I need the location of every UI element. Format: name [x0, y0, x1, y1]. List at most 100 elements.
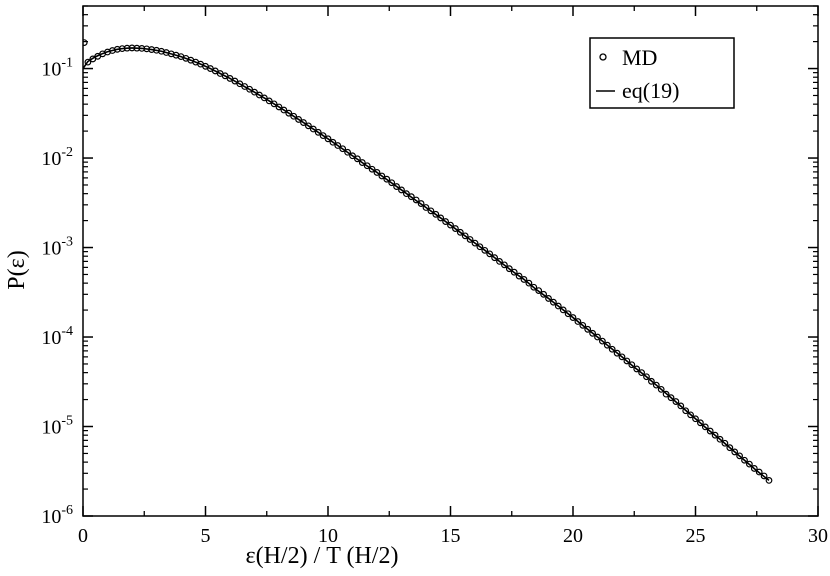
md-point — [407, 193, 415, 201]
legend-marker-md — [599, 53, 607, 61]
md-point — [275, 103, 283, 111]
md-point — [456, 228, 464, 236]
md-point — [510, 268, 518, 276]
md-point — [319, 132, 327, 140]
md-point — [618, 353, 626, 361]
md-point — [128, 44, 136, 52]
md-point — [412, 196, 420, 204]
md-point — [613, 349, 621, 357]
md-point — [750, 465, 758, 472]
md-point — [403, 190, 410, 198]
md-point — [432, 210, 440, 218]
md-point — [452, 225, 459, 232]
md-point — [417, 200, 425, 207]
y-tick-label: 10-4 — [41, 324, 73, 349]
md-point — [83, 39, 88, 46]
md-point — [471, 239, 479, 247]
x-tick-label: 10 — [318, 525, 338, 547]
md-point — [711, 431, 719, 439]
md-point — [388, 179, 396, 187]
md-point — [398, 186, 405, 194]
md-point — [442, 218, 450, 225]
md-point — [295, 116, 303, 123]
y-axis-label: P(ε) — [4, 250, 30, 289]
md-point — [701, 423, 709, 431]
md-point — [113, 45, 121, 53]
md-point — [270, 100, 278, 108]
md-point — [476, 243, 484, 251]
md-point — [383, 175, 391, 183]
x-tick-label: 5 — [201, 525, 211, 547]
md-point — [486, 250, 494, 258]
md-point — [84, 58, 92, 66]
md-point — [309, 125, 317, 133]
md-point — [657, 385, 665, 393]
y-tick-label: 10-2 — [41, 145, 73, 170]
md-point — [550, 298, 557, 306]
md-point — [334, 142, 342, 149]
md-point — [138, 44, 146, 52]
md-point — [290, 112, 298, 120]
md-point — [148, 46, 156, 53]
md-point — [554, 302, 562, 310]
md-point — [501, 261, 508, 269]
md-point — [623, 357, 631, 365]
md-point — [305, 122, 312, 130]
md-point — [368, 165, 376, 173]
x-tick-label: 15 — [441, 525, 461, 547]
md-point — [422, 204, 430, 211]
y-tick-label: 10-1 — [41, 56, 73, 81]
md-point — [461, 232, 469, 240]
md-point — [491, 254, 499, 262]
md-point — [236, 80, 244, 88]
md-point — [716, 435, 724, 443]
md-point — [545, 295, 552, 302]
md-point — [349, 152, 356, 160]
md-point — [706, 427, 714, 435]
md-point — [731, 448, 739, 456]
md-point — [363, 162, 371, 170]
md-point — [344, 148, 352, 156]
md-point — [726, 444, 734, 452]
md-point — [569, 314, 577, 321]
axis-ticks — [82, 5, 819, 517]
md-point — [123, 44, 131, 52]
md-point — [256, 91, 263, 99]
md-point — [667, 394, 675, 402]
md-point — [437, 214, 445, 222]
legend-label-eq19: eq(19) — [622, 78, 679, 103]
md-point — [765, 476, 773, 484]
md-point — [662, 390, 670, 398]
md-point — [652, 381, 660, 389]
md-point — [530, 283, 538, 291]
md-point — [559, 306, 567, 314]
md-point — [643, 373, 650, 381]
tick-labels: 0 5 10 15 20 25 30 10-6 10-5 10-4 10-3 10-2 10-1 — [41, 56, 828, 547]
md-point — [520, 276, 528, 283]
md-point — [584, 325, 592, 333]
md-point — [246, 85, 254, 93]
md-point — [628, 361, 636, 369]
md-point — [540, 290, 547, 298]
md-point — [505, 265, 513, 273]
md-point — [231, 77, 239, 85]
x-tick-label: 20 — [563, 525, 583, 547]
md-point — [378, 172, 386, 180]
md-point — [633, 365, 641, 373]
md-point — [280, 106, 288, 114]
x-tick-label: 25 — [686, 525, 706, 547]
md-point — [608, 345, 616, 353]
md-point — [746, 460, 753, 468]
md-point — [285, 109, 293, 117]
legend-box — [589, 37, 735, 109]
md-point — [143, 45, 151, 53]
md-point — [648, 377, 655, 385]
series-line-eq19 — [83, 47, 770, 482]
md-point — [692, 415, 699, 423]
md-point — [535, 287, 543, 295]
x-tick-label: 30 — [808, 525, 828, 547]
md-point — [515, 272, 523, 280]
md-point — [354, 155, 361, 163]
md-point — [677, 402, 685, 410]
